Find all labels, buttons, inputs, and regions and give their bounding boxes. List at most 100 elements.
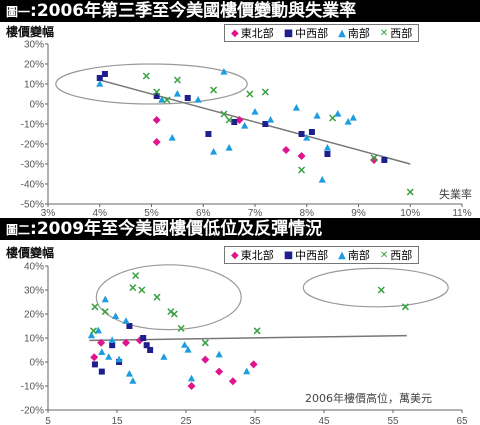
legend-label-west: 西部	[390, 248, 413, 262]
data-point-west	[163, 96, 171, 104]
data-point-midwest	[184, 95, 191, 101]
data-point-east	[215, 367, 224, 376]
trend-line	[99, 79, 411, 165]
y-tick-label: 30%	[24, 286, 44, 297]
chart-1-title: 圖一:2006年第三季至今美國樓價變動與失業率	[6, 1, 356, 22]
y-tick-label: -50%	[21, 200, 44, 211]
data-point-east	[297, 152, 306, 160]
x-tick-label: 8%	[300, 208, 315, 219]
data-point-south	[349, 114, 357, 121]
chart-2-legend: ◆ 東北部 ■ 中西部 ▲ 南部 ✕ 西部	[224, 246, 420, 264]
x-tick-label: 4%	[93, 208, 108, 219]
data-point-west	[201, 339, 209, 347]
y-tick-label: -40%	[21, 180, 44, 191]
data-point-south	[96, 80, 104, 87]
data-point-south	[168, 134, 176, 141]
data-point-south	[98, 348, 106, 355]
data-point-west	[153, 293, 161, 301]
data-point-west	[261, 88, 269, 96]
data-point-south	[220, 68, 228, 75]
data-point-south	[160, 353, 168, 360]
chart-2-y-label: 樓價變幅	[6, 246, 55, 260]
triangle-icon: ▲	[338, 27, 346, 39]
data-point-south	[292, 104, 300, 111]
data-point-west	[370, 154, 378, 162]
data-point-midwest	[324, 151, 331, 157]
data-point-midwest	[381, 157, 388, 163]
data-point-west	[129, 284, 137, 292]
legend-item-midwest: ■ 中西部	[284, 26, 328, 41]
legend-item-south: ▲ 南部	[338, 26, 370, 41]
legend-label-east: 東北部	[240, 248, 274, 262]
legend-item-midwest: ■ 中西部	[284, 248, 328, 263]
legend-item-west: ✕ 西部	[380, 248, 412, 263]
y-tick-label: 20%	[24, 310, 44, 321]
x-tick-label: 9%	[351, 208, 366, 219]
legend-label-south: 南部	[347, 248, 370, 262]
data-point-east	[249, 360, 258, 369]
chart-2-plot: 40% 30% 20% 10% 0% -10% -20%5 15 25 35 45 55 65 2006年…	[21, 262, 468, 425]
x-tick-label: 15	[111, 416, 123, 425]
data-point-south	[181, 341, 189, 348]
data-point-midwest	[98, 368, 105, 375]
legend-item-south: ▲ 南部	[338, 248, 370, 263]
diamond-icon: ◆	[231, 249, 239, 261]
data-point-south	[112, 312, 120, 319]
data-point-south	[344, 118, 352, 125]
x-tick-label: 10%	[400, 208, 420, 219]
chart-1-y-label: 樓價變幅	[6, 25, 55, 39]
chart-panel-2: 圖二:2009年至今美國樓價低位及反彈情況 樓價變幅 ◆ 東北部 ■ 中西部 ▲ 南部…	[0, 218, 480, 425]
data-point-south	[251, 108, 259, 115]
data-point-midwest	[96, 75, 103, 81]
data-point-east	[121, 338, 130, 347]
data-point-south	[101, 295, 109, 303]
data-point-midwest	[140, 335, 147, 341]
legend-label-west: 西部	[390, 26, 413, 40]
chart-2-title-main: :2009年至今美國樓價低位及反彈情況	[30, 219, 323, 239]
data-point-midwest	[298, 131, 305, 137]
chart-2-title-bar: 圖二:2009年至今美國樓價低位及反彈情況	[0, 218, 480, 240]
data-point-south	[115, 355, 123, 363]
data-point-west	[170, 310, 178, 318]
chart-1-title-bar: 圖一:2006年第三季至今美國樓價變動與失業率	[0, 0, 480, 22]
y-tick-label: 10%	[24, 334, 44, 345]
data-point-west	[173, 76, 181, 84]
data-point-west	[142, 72, 150, 80]
data-point-south	[215, 350, 223, 358]
square-icon: ■	[283, 249, 294, 261]
data-point-south	[313, 112, 321, 119]
data-point-west	[138, 286, 146, 294]
legend-label-east: 東北部	[240, 26, 274, 40]
highlight-ellipse	[55, 63, 248, 105]
data-point-west	[329, 114, 337, 122]
y-tick-label: 10%	[24, 80, 44, 91]
legend-item-east: ◆ 東北部	[231, 248, 274, 263]
x-tick-label: 65	[456, 416, 468, 425]
data-point-south	[129, 377, 137, 384]
data-point-south	[241, 122, 249, 129]
x-tick-label: 11%	[452, 208, 471, 219]
cross-icon: ✕	[379, 249, 389, 261]
data-point-east	[90, 353, 99, 362]
data-point-south	[303, 134, 311, 141]
data-point-east	[235, 116, 244, 124]
data-point-south	[318, 176, 326, 183]
data-point-south	[225, 144, 233, 151]
x-tick-label: 5	[45, 416, 51, 425]
data-point-midwest	[262, 121, 269, 127]
x-axis-label: 2006年樓價高位，萬美元	[305, 391, 432, 405]
data-point-west	[153, 88, 161, 96]
data-point-south	[87, 331, 96, 339]
x-tick-label: 7%	[248, 208, 263, 219]
highlight-ellipse	[302, 267, 449, 308]
data-point-east	[228, 377, 237, 386]
data-point-midwest	[91, 361, 98, 368]
data-point-west	[401, 303, 409, 311]
data-point-east	[152, 138, 161, 146]
y-tick-label: 20%	[24, 60, 44, 71]
highlight-ellipse	[95, 264, 242, 331]
data-point-east	[282, 146, 291, 154]
data-point-west	[101, 308, 109, 316]
data-point-midwest	[147, 347, 154, 353]
data-point-south	[158, 96, 166, 103]
